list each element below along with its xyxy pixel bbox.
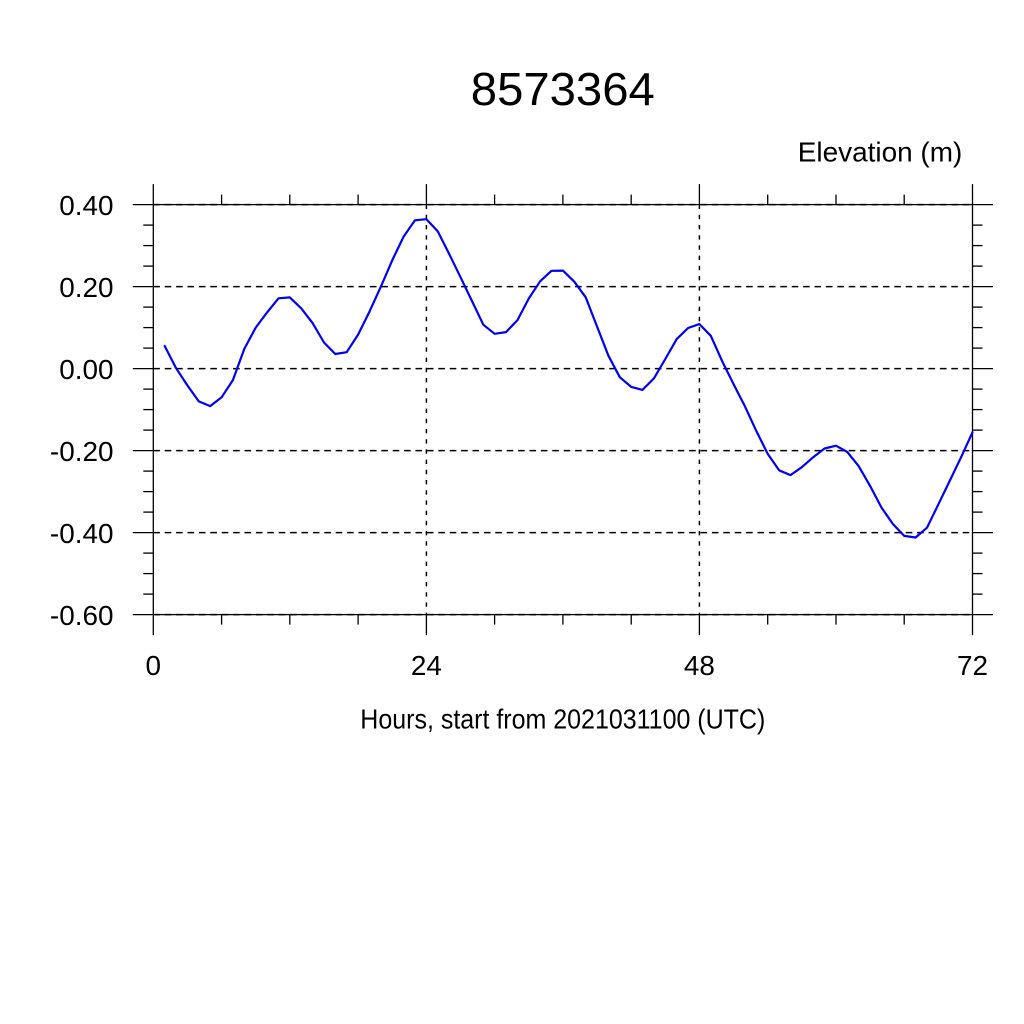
svg-text:Hours, start from 2021031100 (: Hours, start from 2021031100 (UTC) bbox=[360, 703, 765, 734]
svg-text:0: 0 bbox=[146, 650, 162, 681]
svg-text:0.20: 0.20 bbox=[59, 272, 113, 303]
svg-text:8573364: 8573364 bbox=[471, 63, 655, 115]
svg-text:-0.20: -0.20 bbox=[50, 436, 114, 467]
svg-text:48: 48 bbox=[684, 650, 715, 681]
svg-text:-0.60: -0.60 bbox=[50, 600, 114, 631]
svg-text:0.40: 0.40 bbox=[59, 190, 113, 221]
svg-text:72: 72 bbox=[957, 650, 988, 681]
svg-text:-0.40: -0.40 bbox=[50, 518, 114, 549]
svg-text:0.00: 0.00 bbox=[59, 354, 113, 385]
svg-text:Elevation (m): Elevation (m) bbox=[798, 137, 963, 168]
svg-text:24: 24 bbox=[411, 650, 442, 681]
